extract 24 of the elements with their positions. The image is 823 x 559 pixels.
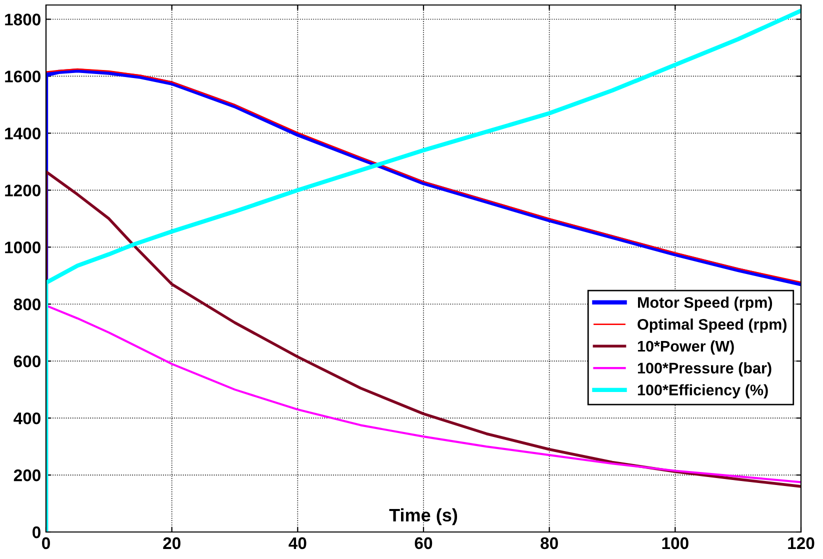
y-tick-label: 1400: [5, 128, 40, 140]
legend-label: Optimal Speed (rpm): [638, 318, 786, 333]
y-tick-label: 0: [32, 526, 40, 538]
y-tick-label: 200: [14, 469, 40, 482]
x-tick-label: 60: [414, 537, 432, 550]
x-tick-label: 80: [540, 537, 558, 550]
y-tick-label: 1600: [5, 70, 40, 82]
x-axis-title: Time (s): [389, 508, 458, 526]
legend-label: 100*Efficiency (%): [638, 384, 768, 398]
y-tick-label: 1800: [5, 14, 40, 26]
x-tick-label: 0: [42, 537, 50, 550]
y-tick-label: 1200: [5, 184, 40, 196]
line-series: [46, 68, 801, 283]
legend-label: 10*Power (W): [638, 340, 734, 355]
legend-label: Motor Speed (rpm): [638, 296, 772, 311]
x-tick-label: 100: [662, 537, 688, 550]
legend-label: 100*Pressure (bar): [638, 362, 772, 377]
y-tick-label: 800: [14, 298, 40, 310]
x-tick-label: 120: [788, 537, 814, 550]
y-tick-label: 600: [14, 355, 40, 368]
x-tick-label: 40: [288, 537, 306, 550]
x-tick-label: 20: [163, 537, 180, 550]
y-tick-label: 1000: [5, 242, 40, 254]
y-tick-label: 400: [14, 412, 40, 424]
